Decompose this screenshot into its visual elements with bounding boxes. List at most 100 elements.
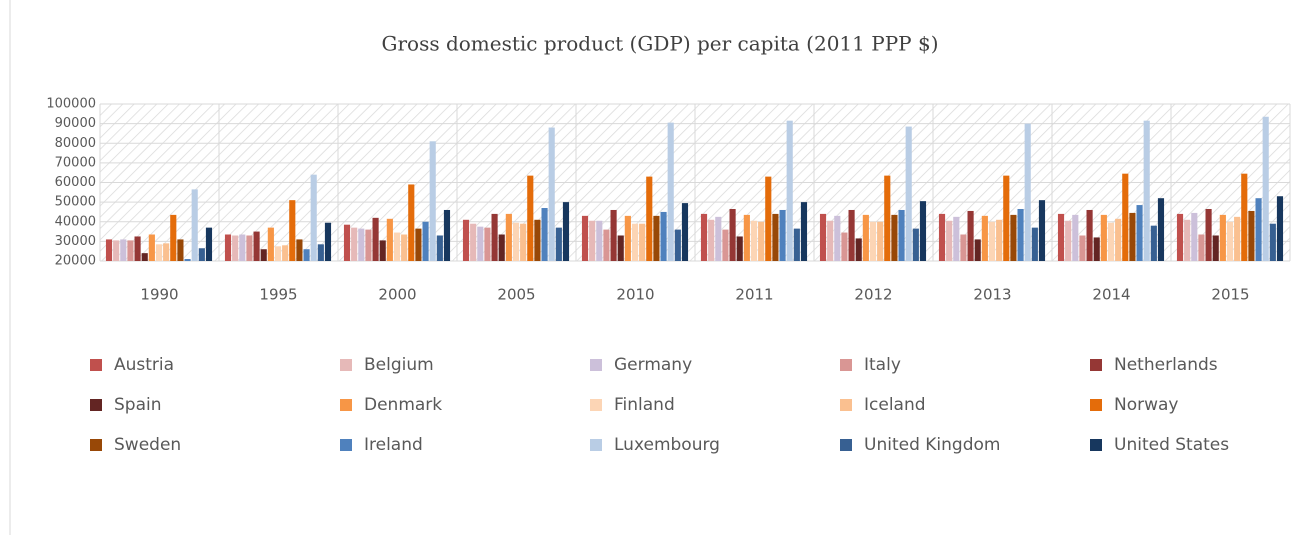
bar bbox=[1086, 209, 1093, 261]
bar bbox=[253, 231, 260, 261]
y-tick-label: 70000 bbox=[55, 155, 96, 170]
x-tick-label: 2014 bbox=[1092, 286, 1130, 304]
legend-swatch bbox=[340, 359, 352, 371]
bar bbox=[267, 227, 274, 261]
bar bbox=[1212, 235, 1219, 261]
bar bbox=[1115, 218, 1122, 261]
x-tick-label: 2013 bbox=[973, 286, 1011, 304]
legend-label: United Kingdom bbox=[864, 435, 1000, 455]
bar bbox=[548, 127, 555, 261]
bar bbox=[155, 244, 163, 261]
bar bbox=[919, 201, 927, 261]
bar bbox=[198, 248, 205, 261]
bar bbox=[1038, 200, 1046, 261]
legend-swatch bbox=[840, 359, 852, 371]
bar bbox=[1184, 219, 1191, 261]
legend-swatch bbox=[340, 399, 352, 411]
bar bbox=[289, 200, 296, 261]
bar bbox=[1176, 213, 1184, 261]
legend-swatch bbox=[340, 439, 352, 451]
bar bbox=[415, 228, 422, 261]
bar bbox=[996, 219, 1003, 261]
legend-swatch bbox=[590, 399, 602, 411]
x-tick-label: 2011 bbox=[735, 286, 773, 304]
legend-swatch bbox=[90, 399, 102, 411]
bar bbox=[884, 175, 891, 261]
bar bbox=[379, 240, 386, 261]
bar bbox=[1191, 212, 1198, 261]
bar bbox=[646, 176, 653, 261]
bar bbox=[967, 210, 974, 261]
bar bbox=[596, 220, 603, 261]
y-tick-label: 40000 bbox=[55, 214, 96, 229]
bar bbox=[1276, 196, 1284, 261]
legend-label: Iceland bbox=[864, 395, 926, 415]
bar bbox=[120, 239, 127, 261]
y-tick-label: 80000 bbox=[55, 136, 96, 151]
bar bbox=[862, 214, 869, 261]
bar bbox=[946, 220, 953, 261]
legend-label: Austria bbox=[114, 355, 174, 375]
bar bbox=[772, 213, 779, 261]
bar bbox=[562, 202, 570, 261]
bar bbox=[282, 245, 289, 261]
bar bbox=[1107, 222, 1115, 261]
legend-label: United States bbox=[1114, 435, 1229, 455]
bar bbox=[1143, 120, 1150, 262]
bar bbox=[224, 234, 232, 261]
y-tick-label: 30000 bbox=[55, 234, 96, 249]
bar bbox=[134, 236, 141, 261]
x-tick-label: 2005 bbox=[497, 286, 535, 304]
chart-border bbox=[9, 0, 11, 535]
bar bbox=[436, 235, 443, 261]
legend-label: Spain bbox=[114, 395, 162, 415]
bar bbox=[1136, 205, 1143, 261]
bar bbox=[239, 234, 246, 261]
bar bbox=[484, 227, 491, 261]
bar bbox=[365, 229, 372, 261]
bar bbox=[667, 122, 674, 261]
bar bbox=[589, 220, 596, 261]
bar bbox=[491, 213, 498, 261]
bar bbox=[581, 215, 589, 261]
legend-swatch bbox=[590, 439, 602, 451]
bar bbox=[541, 208, 548, 261]
bar bbox=[358, 228, 365, 261]
bar bbox=[841, 232, 848, 261]
bar bbox=[750, 220, 758, 261]
bar bbox=[429, 141, 436, 261]
legend-swatch bbox=[840, 399, 852, 411]
x-tick-label: 1995 bbox=[259, 286, 297, 304]
legend-swatch bbox=[1090, 439, 1102, 451]
legend-label: Luxembourg bbox=[614, 435, 720, 455]
bar bbox=[127, 240, 134, 261]
bar bbox=[317, 244, 324, 261]
bar bbox=[639, 223, 646, 261]
bar bbox=[660, 211, 667, 261]
bar bbox=[855, 238, 862, 261]
bar bbox=[765, 176, 772, 261]
bar bbox=[105, 239, 113, 261]
bar bbox=[148, 234, 155, 261]
bar bbox=[520, 223, 527, 261]
bar bbox=[498, 234, 505, 261]
bar bbox=[205, 227, 213, 261]
bar bbox=[834, 215, 841, 261]
bar bbox=[170, 214, 177, 261]
legend-swatch bbox=[590, 359, 602, 371]
bar bbox=[708, 219, 715, 261]
y-tick-label: 90000 bbox=[55, 116, 96, 131]
legend-label: Denmark bbox=[364, 395, 442, 415]
bar bbox=[512, 222, 520, 261]
legend-swatch bbox=[1090, 399, 1102, 411]
legend-label: Germany bbox=[614, 355, 692, 375]
bar bbox=[177, 239, 184, 261]
bar bbox=[912, 228, 919, 261]
bar bbox=[324, 222, 332, 261]
bar bbox=[1255, 198, 1262, 261]
x-tick-label: 2015 bbox=[1211, 286, 1249, 304]
bar bbox=[1157, 198, 1165, 261]
bar bbox=[470, 223, 477, 261]
bar bbox=[462, 219, 470, 261]
bar bbox=[905, 126, 912, 261]
